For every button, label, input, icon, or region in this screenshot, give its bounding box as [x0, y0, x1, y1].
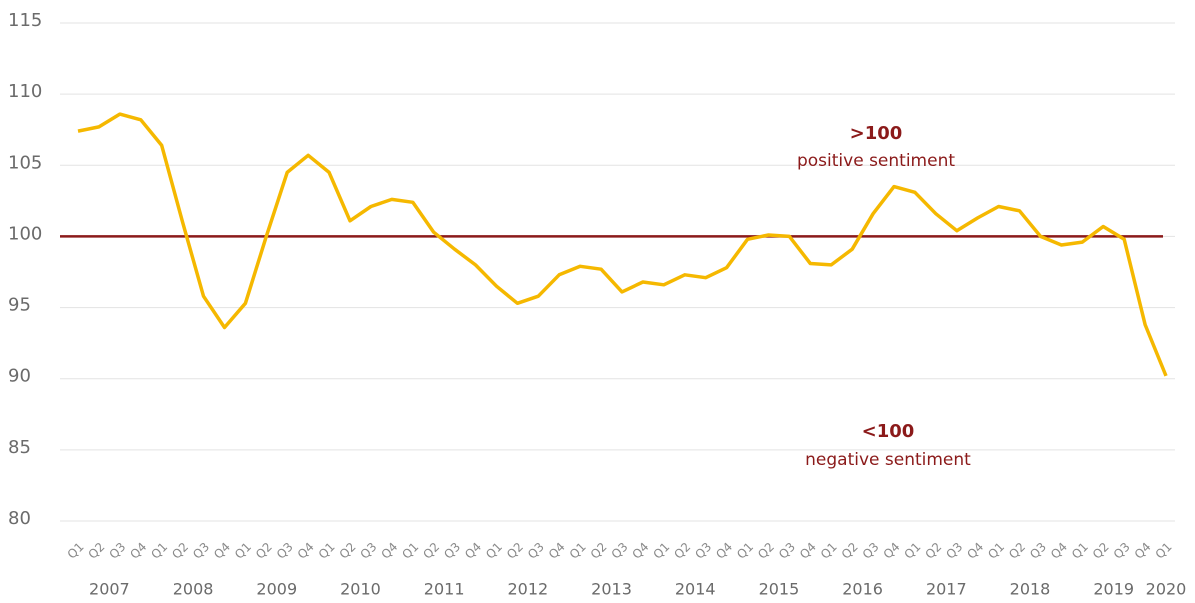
x-tick-label: Q4 — [1132, 540, 1154, 562]
year-label: 2009 — [256, 580, 297, 599]
x-tick-label: Q4 — [295, 540, 317, 562]
year-label: 2020 — [1146, 580, 1187, 599]
x-tick-label: Q1 — [902, 540, 924, 562]
x-tick-label: Q2 — [588, 540, 610, 562]
x-tick-label: Q1 — [818, 540, 840, 562]
x-tick-label: Q1 — [65, 540, 87, 562]
annotation-title: <100 — [862, 421, 915, 442]
x-tick-label: Q2 — [755, 540, 777, 562]
x-tick-label: Q4 — [127, 540, 149, 562]
x-tick-label: Q4 — [1048, 540, 1070, 562]
x-tick-label: Q3 — [609, 540, 631, 562]
x-tick-label: Q1 — [399, 540, 421, 562]
x-tick-label: Q4 — [211, 540, 233, 562]
x-tick-label: Q4 — [462, 540, 484, 562]
x-tick-label: Q3 — [692, 540, 714, 562]
year-label: 2016 — [842, 580, 883, 599]
x-tick-label: Q3 — [106, 540, 128, 562]
x-tick-label: Q1 — [483, 540, 505, 562]
y-tick-label: 85 — [8, 437, 31, 458]
year-label: 2010 — [340, 580, 381, 599]
annotation-title: >100 — [850, 123, 903, 144]
x-tick-label: Q2 — [337, 540, 359, 562]
x-tick-label: Q3 — [1027, 540, 1049, 562]
data-line — [77, 112, 1168, 377]
year-label: 2015 — [759, 580, 800, 599]
x-tick-label: Q4 — [797, 540, 819, 562]
x-tick-label: Q1 — [148, 540, 170, 562]
x-tick-label: Q2 — [253, 540, 275, 562]
y-tick-label: 105 — [8, 152, 42, 173]
x-tick-label: Q2 — [504, 540, 526, 562]
x-tick-label: Q2 — [169, 540, 191, 562]
year-label: 2013 — [591, 580, 632, 599]
x-tick-label: Q4 — [713, 540, 735, 562]
x-tick-label: Q2 — [922, 540, 944, 562]
x-tick-label: Q2 — [86, 540, 108, 562]
x-tick-label: Q2 — [839, 540, 861, 562]
x-tick-label: Q1 — [734, 540, 756, 562]
year-label: 2008 — [173, 580, 214, 599]
x-tick-label: Q1 — [316, 540, 338, 562]
year-label: 2007 — [89, 580, 130, 599]
x-tick-label: Q3 — [525, 540, 547, 562]
x-tick-label: Q3 — [274, 540, 296, 562]
year-label: 2019 — [1093, 580, 1134, 599]
x-tick-label: Q1 — [985, 540, 1007, 562]
year-label: 2018 — [1010, 580, 1051, 599]
x-tick-label: Q4 — [881, 540, 903, 562]
x-tick-label: Q4 — [630, 540, 652, 562]
year-label: 2011 — [424, 580, 465, 599]
y-tick-label: 110 — [8, 81, 42, 102]
x-tick-label: Q3 — [441, 540, 463, 562]
x-tick-label: Q3 — [860, 540, 882, 562]
x-tick-label: Q2 — [420, 540, 442, 562]
x-tick-label: Q1 — [650, 540, 672, 562]
x-tick-label: Q2 — [1006, 540, 1028, 562]
y-tick-label: 95 — [8, 295, 31, 316]
x-tick-label: Q3 — [190, 540, 212, 562]
x-tick-label: Q4 — [378, 540, 400, 562]
year-label: 2012 — [507, 580, 548, 599]
x-tick-label: Q3 — [358, 540, 380, 562]
x-tick-label: Q4 — [964, 540, 986, 562]
y-tick-label: 80 — [8, 508, 31, 529]
x-tick-label: Q1 — [232, 540, 254, 562]
x-tick-label: Q1 — [567, 540, 589, 562]
y-tick-label: 115 — [8, 10, 42, 31]
x-tick-label: Q3 — [1111, 540, 1133, 562]
y-tick-label: 90 — [8, 366, 31, 387]
x-tick-label: Q3 — [776, 540, 798, 562]
y-tick-label: 100 — [8, 223, 42, 244]
year-label: 2014 — [675, 580, 716, 599]
year-label: 2017 — [926, 580, 967, 599]
x-tick-label: Q4 — [546, 540, 568, 562]
x-tick-label: Q2 — [1090, 540, 1112, 562]
annotation-text: positive sentiment — [797, 151, 955, 171]
x-tick-label: Q1 — [1153, 540, 1175, 562]
annotation-text: negative sentiment — [805, 450, 971, 470]
x-tick-label: Q2 — [671, 540, 693, 562]
x-tick-label: Q1 — [1069, 540, 1091, 562]
x-tick-label: Q3 — [943, 540, 965, 562]
